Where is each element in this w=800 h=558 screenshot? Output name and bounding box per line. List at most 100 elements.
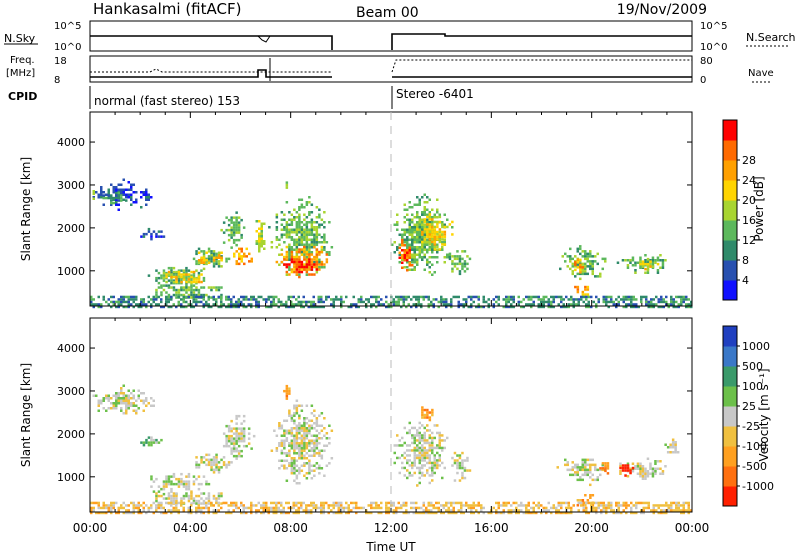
velocity-panel: 1000 2000 3000 4000 00:00 04:00 08:00 12:00 16:… bbox=[19, 317, 774, 554]
freq-unit: [MHz] bbox=[6, 68, 35, 79]
colorbar-segment bbox=[723, 426, 737, 447]
echo-region bbox=[92, 384, 155, 415]
echo-region bbox=[421, 406, 434, 422]
colorbar-tick-label: 100 bbox=[742, 380, 763, 393]
echo-region bbox=[619, 464, 635, 477]
colorbar-segment bbox=[723, 280, 737, 301]
y-tick-label: 3000 bbox=[57, 179, 85, 192]
echo-region bbox=[664, 438, 680, 454]
y-tick-label: 4000 bbox=[57, 342, 85, 355]
beam-title: Beam 00 bbox=[356, 5, 419, 21]
colorbar-tick-label: -100 bbox=[742, 440, 767, 453]
echo-region bbox=[150, 472, 211, 496]
echo-region bbox=[255, 220, 266, 253]
freq-tick-top: 18 bbox=[54, 56, 67, 67]
echo-region bbox=[140, 436, 163, 447]
cpid-mode-2: Stereo -6401 bbox=[396, 87, 474, 101]
x-tick-label: 00:00 bbox=[675, 521, 710, 535]
colorbar-tick-label: -500 bbox=[742, 460, 767, 473]
freq-panel: Freq. [MHz] 18 8 80 0 Nave bbox=[6, 55, 774, 86]
velocity-colorbar-label: Velocity [m s⁻¹] bbox=[757, 368, 771, 461]
x-tick-label: 16:00 bbox=[474, 521, 509, 535]
y-tick-label: 3000 bbox=[57, 385, 85, 398]
y-tick-label: 1000 bbox=[57, 471, 85, 484]
colorbar-segment bbox=[723, 406, 737, 427]
echo-region bbox=[92, 178, 153, 211]
velocity-ylabel: Slant Range [km] bbox=[19, 363, 33, 467]
nsky-dip bbox=[257, 35, 271, 43]
cpid-row: CPID normal (fast stereo) 153 Stereo -64… bbox=[8, 86, 474, 109]
colorbar-segment bbox=[723, 486, 737, 507]
echo-region bbox=[102, 191, 128, 205]
x-tick-label: 04:00 bbox=[173, 521, 208, 535]
colorbar-segment bbox=[723, 200, 737, 221]
colorbar-segment bbox=[723, 326, 737, 347]
freq-trace bbox=[90, 69, 692, 78]
colorbar-segment bbox=[723, 140, 737, 161]
nsky-panel: N.Sky 10^5 10^0 10^5 10^0 N.Search bbox=[4, 20, 796, 53]
echo-region bbox=[393, 421, 449, 487]
colorbar-segment bbox=[723, 220, 737, 241]
nsearch-tick-bottom: 10^0 bbox=[700, 42, 727, 53]
echo-region bbox=[283, 384, 291, 400]
echo-region bbox=[195, 453, 233, 474]
nsky-tick-top: 10^5 bbox=[54, 21, 81, 32]
colorbar-segment bbox=[723, 120, 737, 141]
nsky-label: N.Sky bbox=[4, 32, 36, 45]
colorbar-segment bbox=[723, 180, 737, 201]
x-tick-label: 08:00 bbox=[273, 521, 308, 535]
power-colorbar: 4 8 12 16 20 24 28 bbox=[722, 119, 756, 301]
velocity-colorbar: 1000 500 100 25 -25 -100 -500 -1000 bbox=[722, 325, 774, 507]
power-panel: 1000 2000 3000 4000 Slant Range [km] 4 8 12 16… bbox=[19, 111, 766, 309]
echo-region bbox=[416, 213, 454, 251]
echo-region bbox=[285, 181, 289, 189]
echo-region bbox=[451, 451, 472, 482]
power-colorbar-label: Power [dB] bbox=[752, 176, 766, 241]
colorbar-tick-label: 24 bbox=[742, 174, 756, 187]
echo-region bbox=[448, 250, 472, 276]
colorbar-segment bbox=[723, 240, 737, 261]
nsearch-tick-top: 10^5 bbox=[700, 21, 727, 32]
colorbar-tick-label: 500 bbox=[742, 360, 763, 373]
power-ylabel: Slant Range [km] bbox=[19, 157, 33, 261]
colorbar-segment bbox=[723, 160, 737, 181]
echo-region bbox=[90, 501, 693, 515]
echo-region bbox=[398, 239, 414, 272]
colorbar-tick-label: 4 bbox=[742, 274, 749, 287]
nsearch-label: N.Search bbox=[746, 31, 796, 44]
nsky-tick-bottom: 10^0 bbox=[54, 42, 81, 53]
colorbar-tick-label: 8 bbox=[742, 254, 749, 267]
colorbar-tick-label: -1000 bbox=[742, 480, 774, 493]
colorbar-tick-label: 20 bbox=[742, 194, 756, 207]
x-tick-label: 20:00 bbox=[574, 521, 609, 535]
velocity-y-axis: 1000 2000 3000 4000 bbox=[57, 342, 692, 484]
colorbar-segment bbox=[723, 446, 737, 467]
colorbar-tick-label: 16 bbox=[742, 214, 756, 227]
echo-region bbox=[619, 457, 667, 480]
colorbar-frame bbox=[722, 325, 738, 507]
echo-region bbox=[222, 414, 256, 460]
y-tick-label: 4000 bbox=[57, 136, 85, 149]
nave-tick-top: 80 bbox=[700, 56, 713, 67]
colorbar-segment bbox=[723, 346, 737, 367]
colorbar-frame bbox=[722, 119, 738, 301]
echo-region bbox=[220, 211, 246, 249]
x-tick-label: 00:00 bbox=[73, 521, 108, 535]
velocity-x-axis: 00:00 04:00 08:00 12:00 16:00 20:00 00:00 bbox=[73, 318, 710, 535]
x-axis-label: Time UT bbox=[365, 540, 416, 554]
power-x-ticks bbox=[89, 112, 693, 306]
power-y-axis: 1000 2000 3000 4000 bbox=[57, 136, 692, 278]
echo-region bbox=[197, 251, 223, 264]
echo-region bbox=[165, 270, 203, 284]
velocity-heatmap-cells bbox=[90, 384, 693, 515]
y-tick-label: 1000 bbox=[57, 265, 85, 278]
cpid-label: CPID bbox=[8, 90, 37, 103]
x-tick-label: 12:00 bbox=[374, 521, 409, 535]
colorbar-tick-label: 25 bbox=[742, 400, 756, 413]
echo-region bbox=[192, 247, 231, 271]
nave-tick-bottom: 0 bbox=[700, 75, 706, 86]
echo-region bbox=[233, 247, 253, 266]
colorbar-tick-label: 12 bbox=[742, 234, 756, 247]
colorbar-segment bbox=[723, 386, 737, 407]
